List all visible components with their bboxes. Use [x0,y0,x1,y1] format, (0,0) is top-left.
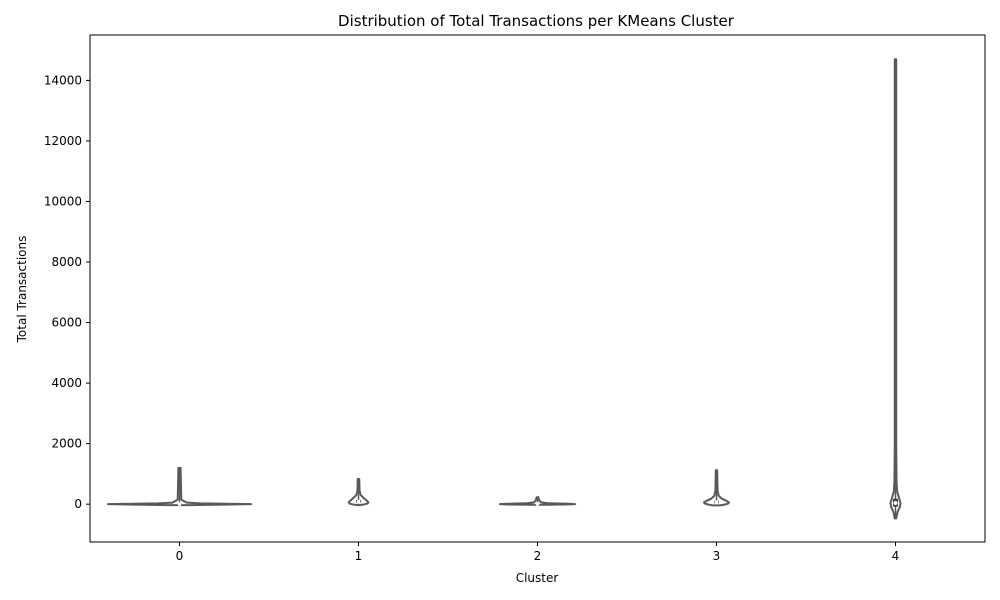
violin-cluster-1 [347,478,370,507]
violin-median-dot [893,500,898,505]
y-tick-label: 12000 [44,134,82,148]
violin-cluster-3 [702,469,731,507]
violin-median-dot [714,500,719,505]
violin-median-dot [177,501,182,506]
y-tick-label: 6000 [51,316,82,330]
violin-cluster-2 [498,496,577,507]
y-tick-label: 2000 [51,437,82,451]
y-tick-label: 0 [74,497,82,511]
y-axis: 0 2000 4000 6000 8000 10000 12000 14000 [44,73,90,511]
y-tick-label: 14000 [44,73,82,87]
violin-cluster-4 [889,58,902,520]
violin-median-dot [356,499,361,504]
violins-layer [106,58,902,520]
x-tick-label: 2 [534,549,542,563]
x-axis-label: Cluster [516,571,559,585]
x-axis: 0 1 2 3 4 [176,542,900,563]
y-tick-label: 4000 [51,376,82,390]
y-tick-label: 10000 [44,194,82,208]
chart-title: Distribution of Total Transactions per K… [338,12,735,30]
x-tick-label: 4 [892,549,900,563]
x-tick-label: 0 [176,549,184,563]
x-tick-label: 1 [355,549,363,563]
y-axis-label: Total Transactions [15,236,29,344]
violin-median-dot [535,502,540,507]
x-tick-label: 3 [713,549,721,563]
y-tick-label: 8000 [51,255,82,269]
violin-cluster-0 [106,466,253,507]
plot-frame [89,34,986,543]
